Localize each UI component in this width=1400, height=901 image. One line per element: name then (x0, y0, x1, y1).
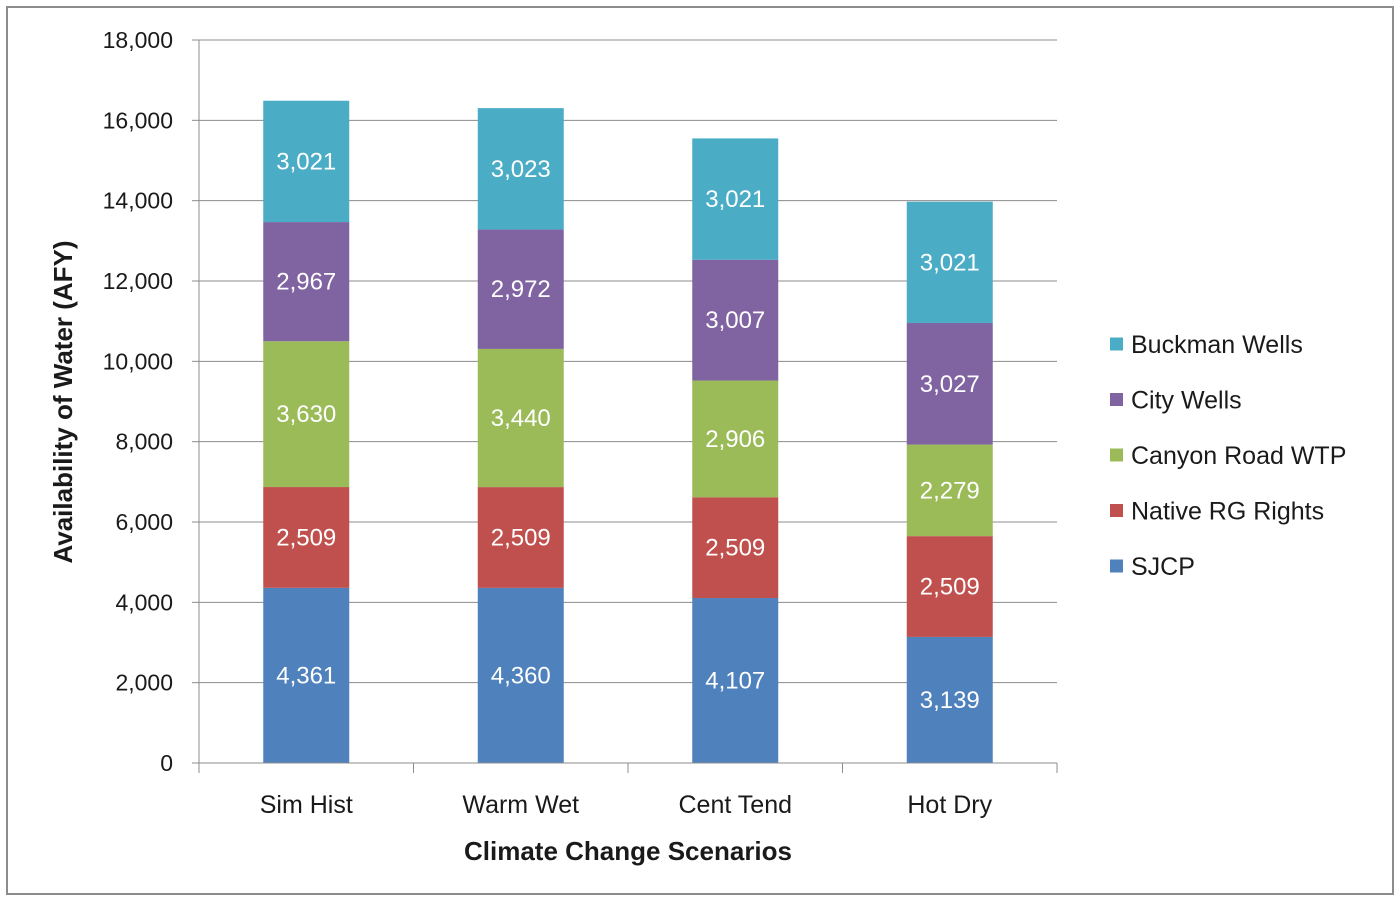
y-tick-label: 18,000 (103, 27, 173, 53)
legend-swatch (1110, 338, 1123, 351)
legend-label: SJCP (1131, 553, 1195, 581)
legend-swatch (1110, 449, 1123, 462)
legend-label: Native RG Rights (1131, 498, 1324, 526)
data-label: 3,007 (705, 307, 765, 334)
x-axis-title: Climate Change Scenarios (464, 836, 792, 866)
y-axis-title: Availability of Water (AFY) (48, 240, 78, 563)
legend-label: Canyon Road WTP (1131, 442, 1346, 470)
data-label: 2,279 (920, 477, 980, 504)
legend-swatch (1110, 560, 1123, 573)
data-label: 3,021 (276, 148, 336, 175)
data-label: 3,021 (705, 186, 765, 213)
data-label: 4,107 (705, 668, 765, 695)
bars (263, 101, 993, 763)
y-tick-label: 2,000 (115, 670, 173, 696)
y-tick-label: 4,000 (115, 589, 173, 615)
legend-swatch (1110, 504, 1123, 517)
data-label: 2,972 (491, 276, 551, 303)
data-label: 3,021 (920, 249, 980, 276)
data-label: 3,440 (491, 405, 551, 432)
y-tick-labels: 0 2,000 4,000 6,000 8,000 10,000 12,000 14,000 1… (103, 27, 173, 776)
y-tick-label: 10,000 (103, 348, 173, 374)
y-tick-label: 14,000 (103, 188, 173, 214)
data-label: 3,139 (920, 687, 980, 714)
data-label: 2,509 (920, 574, 980, 601)
y-tick-label: 6,000 (115, 509, 173, 535)
legend-swatch (1110, 393, 1123, 406)
x-category-label: Sim Hist (260, 791, 353, 819)
x-tick-labels: Sim Hist Warm Wet Cent Tend Hot Dry (260, 791, 993, 819)
data-label: 3,023 (491, 156, 551, 183)
data-label: 2,509 (705, 535, 765, 562)
y-tick-label: 16,000 (103, 107, 173, 133)
y-tick-label: 12,000 (103, 268, 173, 294)
legend-label: City Wells (1131, 387, 1242, 415)
y-tick-label: 8,000 (115, 429, 173, 455)
data-label: 4,361 (276, 662, 336, 689)
data-label: 2,509 (491, 524, 551, 551)
data-label: 2,967 (276, 269, 336, 296)
data-labels: 4,361 2,509 3,630 2,967 3,021 4,360 2,509 3,440… (276, 148, 980, 714)
y-tick-label: 0 (160, 750, 173, 776)
data-label: 2,509 (276, 524, 336, 551)
legend-label: Buckman Wells (1131, 331, 1303, 359)
data-label: 4,360 (491, 662, 551, 689)
legend: Buckman Wells City Wells Canyon Road WTP Na… (1110, 331, 1346, 581)
x-category-label: Cent Tend (678, 791, 792, 819)
data-label: 3,630 (276, 401, 336, 428)
x-category-label: Hot Dry (907, 791, 992, 819)
data-label: 3,027 (920, 371, 980, 398)
x-category-label: Warm Wet (462, 791, 579, 819)
data-label: 2,906 (705, 426, 765, 453)
